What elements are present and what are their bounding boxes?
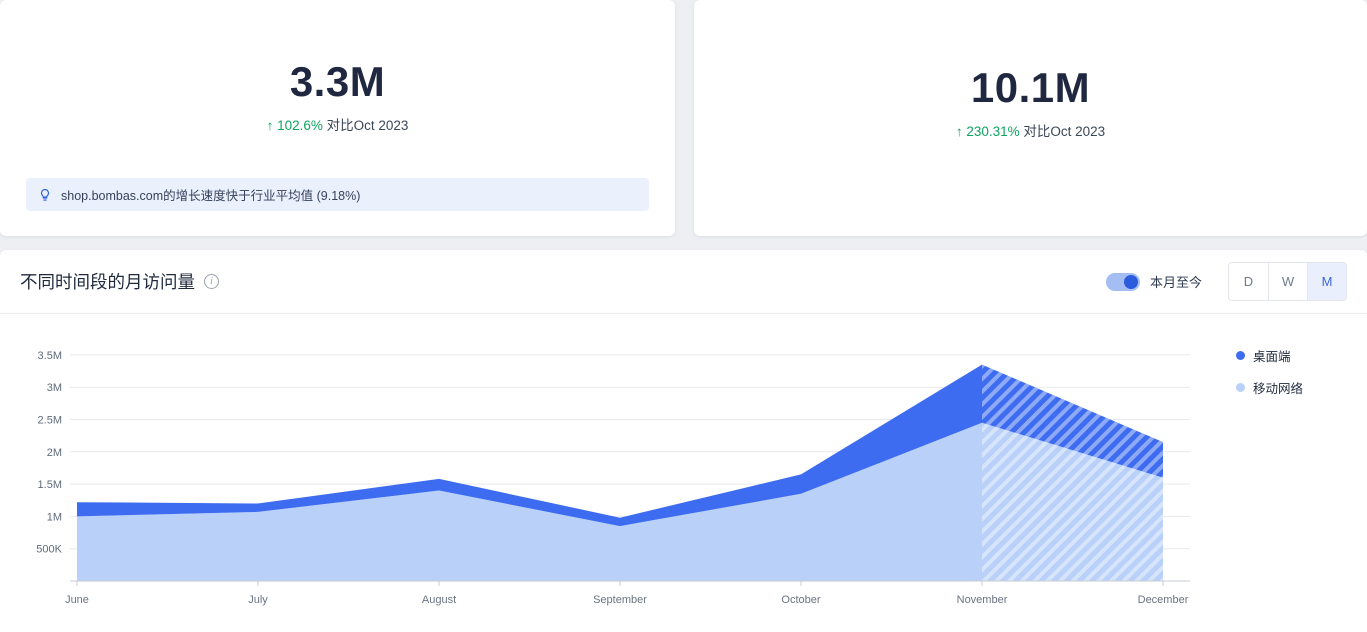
- legend-dot: [1236, 351, 1245, 360]
- svg-text:2M: 2M: [47, 447, 62, 459]
- metric-block: 10.1M ↑ 230.31% 对比Oct 2023: [694, 0, 1367, 140]
- monthly-visits-chart-card: 不同时间段的月访问量 i 本月至今 D W M 3.5M 3M 2.5M 2M 1.5M…: [0, 250, 1367, 632]
- svg-text:September: September: [593, 594, 647, 606]
- insight-banner: shop.bombas.com的增长速度快于行业平均值 (9.18%): [26, 178, 649, 211]
- up-arrow-icon: ↑: [266, 118, 274, 133]
- metric-value: 3.3M: [289, 58, 386, 105]
- chart-body: 3.5M 3M 2.5M 2M 1.5M 1M 500K June July August Sept…: [0, 314, 1367, 612]
- svg-text:June: June: [65, 594, 89, 606]
- svg-text:November: November: [957, 594, 1008, 606]
- chart-legend: 桌面端 移动网络: [1236, 346, 1303, 612]
- granularity-week-button[interactable]: W: [1268, 263, 1307, 300]
- up-arrow-icon: ↑: [955, 124, 963, 139]
- legend-item-desktop[interactable]: 桌面端: [1236, 346, 1303, 365]
- chart-title: 不同时间段的月访问量: [20, 272, 195, 292]
- compare-text: 对比Oct 2023: [326, 118, 409, 133]
- chart-header: 不同时间段的月访问量 i 本月至今 D W M: [0, 250, 1367, 314]
- info-icon[interactable]: i: [204, 274, 219, 289]
- chart-controls: 本月至今 D W M: [1105, 262, 1347, 301]
- granularity-day-button[interactable]: D: [1229, 263, 1268, 300]
- svg-text:1M: 1M: [47, 511, 62, 523]
- svg-text:3M: 3M: [47, 382, 62, 394]
- metric-card-total-visits: 10.1M ↑ 230.31% 对比Oct 2023: [694, 0, 1367, 236]
- change-percent: 230.31%: [966, 124, 1020, 139]
- svg-text:December: December: [1138, 594, 1189, 606]
- svg-text:500K: 500K: [36, 544, 62, 556]
- toggle-knob: [1123, 274, 1138, 289]
- metric-card-visits: 3.3M ↑ 102.6% 对比Oct 2023 shop.bombas.com…: [0, 0, 675, 236]
- svg-text:July: July: [248, 594, 268, 606]
- toggle-label: 本月至今: [1149, 275, 1202, 290]
- metric-change: ↑ 230.31% 对比Oct 2023: [694, 120, 1367, 140]
- legend-item-mobile[interactable]: 移动网络: [1236, 378, 1303, 397]
- svg-text:1.5M: 1.5M: [38, 479, 62, 491]
- svg-text:3.5M: 3.5M: [38, 350, 62, 362]
- svg-text:2.5M: 2.5M: [38, 415, 62, 427]
- svg-text:October: October: [781, 594, 820, 606]
- svg-text:August: August: [422, 594, 456, 606]
- change-percent: 102.6%: [277, 118, 323, 133]
- legend-label: 桌面端: [1253, 350, 1291, 364]
- granularity-button-group: D W M: [1228, 262, 1347, 301]
- legend-label: 移动网络: [1253, 382, 1304, 396]
- insight-text: shop.bombas.com的增长速度快于行业平均值 (9.18%): [61, 189, 361, 203]
- metric-change: ↑ 102.6% 对比Oct 2023: [0, 114, 675, 134]
- granularity-month-button[interactable]: M: [1307, 263, 1346, 300]
- legend-dot: [1236, 383, 1245, 392]
- traffic-chart: 3.5M 3M 2.5M 2M 1.5M 1M 500K June July August Sept…: [36, 350, 1190, 606]
- metric-block: 3.3M ↑ 102.6% 对比Oct 2023: [0, 0, 675, 134]
- lightbulb-icon: [38, 187, 52, 202]
- compare-text: 对比Oct 2023: [1023, 124, 1106, 139]
- metric-cards-row: 3.3M ↑ 102.6% 对比Oct 2023 shop.bombas.com…: [0, 0, 1367, 236]
- metric-value: 10.1M: [970, 64, 1091, 111]
- month-to-date-toggle[interactable]: [1105, 272, 1140, 291]
